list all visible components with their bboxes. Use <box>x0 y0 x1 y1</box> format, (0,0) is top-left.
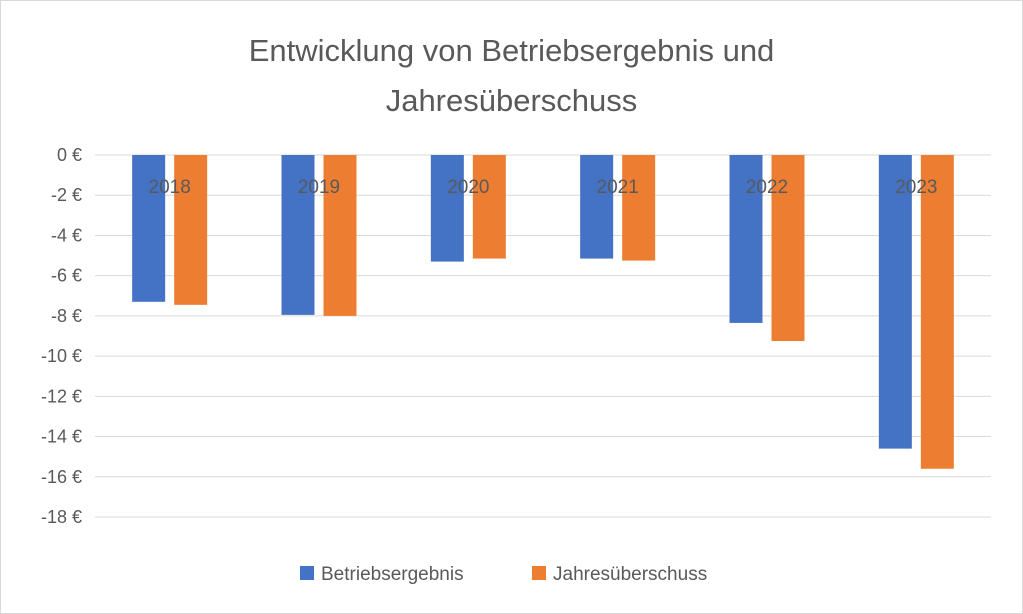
bar-betriebsergebnis-2019 <box>281 155 315 315</box>
bar-betriebsergebnis-2020 <box>430 155 464 262</box>
bar-jahresüberschuss-2019 <box>323 155 357 316</box>
bar-jahresüberschuss-2018 <box>174 155 208 305</box>
chart-title: Entwicklung von Betriebsergebnis und Jah… <box>0 26 1023 126</box>
legend-label-jahresüberschuss: Jahresüberschuss <box>553 564 707 585</box>
y-tick-label: -18 € <box>41 507 82 527</box>
bar-betriebsergebnis-2021 <box>580 155 614 259</box>
chart-title-line-1: Entwicklung von Betriebsergebnis und <box>248 33 775 68</box>
y-tick-label: -4 € <box>51 225 82 245</box>
y-tick-label: -16 € <box>41 467 82 487</box>
x-category-label: 2021 <box>597 177 639 198</box>
y-tick-label: -6 € <box>51 266 82 286</box>
y-tick-label: -2 € <box>51 185 82 205</box>
x-category-label: 2023 <box>895 177 937 198</box>
legend-swatch-betriebsergebnis <box>300 566 314 580</box>
bar-jahresüberschuss-2020 <box>472 155 506 259</box>
y-tick-label: -8 € <box>51 306 82 326</box>
x-category-label: 2022 <box>746 177 788 198</box>
y-tick-label: -12 € <box>41 386 82 406</box>
legend-label-betriebsergebnis: Betriebsergebnis <box>321 564 464 585</box>
chart-title-line-2: Jahresüberschuss <box>385 83 638 118</box>
x-category-label: 2020 <box>447 177 489 198</box>
bar-jahresüberschuss-2023 <box>920 155 954 469</box>
legend-swatch-jahresüberschuss <box>532 566 546 580</box>
x-category-label: 2019 <box>298 177 340 198</box>
bar-jahresüberschuss-2021 <box>622 155 656 261</box>
bar-betriebsergebnis-2018 <box>132 155 166 302</box>
y-tick-label: -14 € <box>41 427 82 447</box>
bar-jahresüberschuss-2022 <box>771 155 805 342</box>
bar-betriebsergebnis-2022 <box>729 155 763 323</box>
bar-betriebsergebnis-2023 <box>878 155 912 449</box>
y-tick-label: 0 € <box>57 145 82 165</box>
x-category-label: 2018 <box>149 177 191 198</box>
y-tick-label: -10 € <box>41 346 82 366</box>
